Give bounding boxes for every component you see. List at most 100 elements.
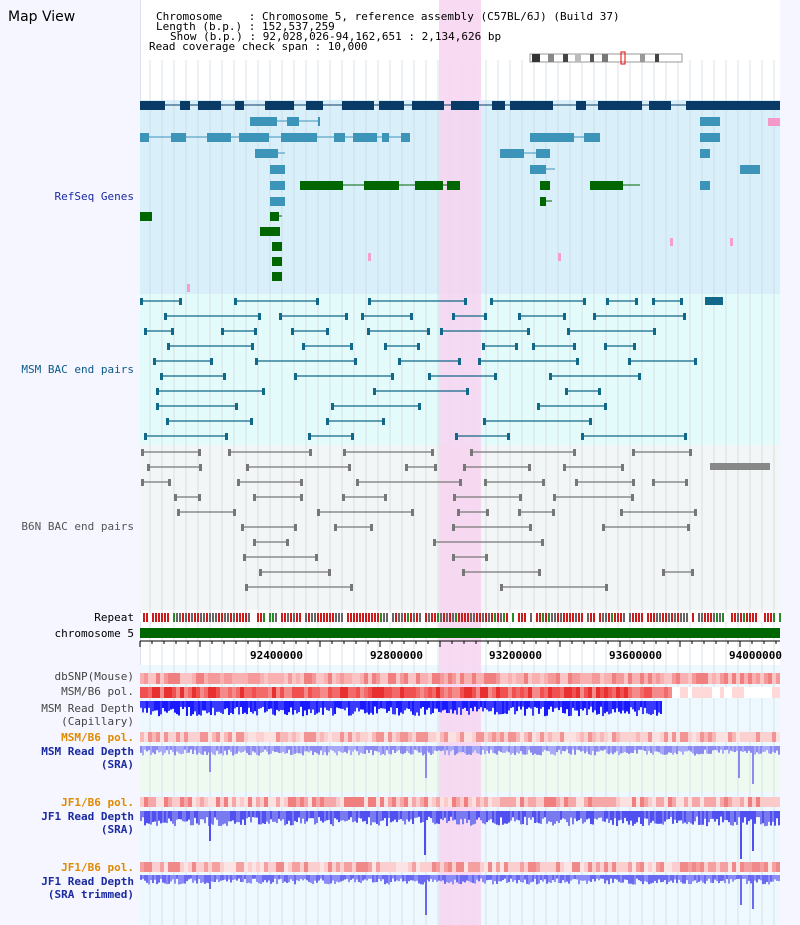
depth-bar xyxy=(478,811,480,818)
heat-cell xyxy=(288,687,292,698)
heat-cell xyxy=(288,732,292,742)
heat-cell xyxy=(636,673,640,684)
heat-cell xyxy=(276,673,280,684)
depth-bar xyxy=(570,746,572,755)
heat-cell xyxy=(748,732,752,742)
heat-cell xyxy=(640,732,644,742)
depth-bar xyxy=(636,746,638,754)
depth-bar xyxy=(328,875,330,885)
repeat-segment xyxy=(716,613,718,622)
heat-cell xyxy=(484,687,488,698)
heat-cell xyxy=(144,732,148,742)
depth-bar xyxy=(326,701,328,711)
depth-bar xyxy=(236,811,238,823)
heat-cell xyxy=(680,673,684,684)
depth-bar xyxy=(590,875,592,883)
heat-cell xyxy=(748,862,752,872)
heat-cell xyxy=(404,862,408,872)
depth-bar xyxy=(268,875,270,881)
depth-bar xyxy=(250,875,252,884)
heat-cell xyxy=(520,797,524,807)
depth-bar xyxy=(460,811,462,820)
depth-bar xyxy=(762,811,764,824)
heat-cell xyxy=(160,732,164,742)
heat-cell xyxy=(336,687,340,698)
depth-bar xyxy=(288,746,290,750)
depth-bar xyxy=(236,746,238,754)
heat-cell xyxy=(604,673,608,684)
track-label-msm-bac[interactable]: MSM BAC end pairs xyxy=(21,363,134,376)
msm-bac-end xyxy=(167,343,170,350)
depth-bar xyxy=(294,811,296,822)
heat-cell xyxy=(424,862,428,872)
heat-cell xyxy=(528,797,532,807)
depth-bar xyxy=(296,875,298,881)
depth-bar xyxy=(478,701,480,710)
msm-bac-end xyxy=(567,328,570,335)
heat-cell xyxy=(468,673,472,684)
repeat-segment xyxy=(455,613,457,622)
b6n-bac-end xyxy=(141,449,144,456)
repeat-segment xyxy=(245,613,247,622)
repeat-segment xyxy=(194,613,196,622)
repeat-segment xyxy=(605,613,607,622)
heat-cell xyxy=(356,732,360,742)
depth-bar xyxy=(740,746,742,752)
heat-cell xyxy=(488,732,492,742)
depth-bar xyxy=(632,746,634,753)
depth-bar xyxy=(372,746,374,756)
heat-cell xyxy=(596,732,600,742)
heat-cell xyxy=(512,797,516,807)
heat-cell xyxy=(376,687,380,698)
track-label-b6n-bac[interactable]: B6N BAC end pairs xyxy=(21,520,134,533)
track-label-chromosome: chromosome 5 xyxy=(54,627,134,640)
heat-cell xyxy=(328,797,332,807)
repeat-segment xyxy=(233,613,235,622)
heat-cell xyxy=(696,673,700,684)
msm-bac-end xyxy=(589,418,592,425)
heat-cell xyxy=(656,673,660,684)
repeat-segment xyxy=(158,613,160,622)
depth-bar xyxy=(746,811,748,825)
depth-bar xyxy=(462,746,464,753)
repeat-segment xyxy=(725,613,727,622)
heat-cell xyxy=(468,862,472,872)
depth-bar xyxy=(312,875,314,885)
heat-cell xyxy=(316,732,320,742)
b6n-bac-end xyxy=(411,509,414,516)
repeat-segment xyxy=(446,613,448,622)
heat-cell xyxy=(144,862,148,872)
heat-cell xyxy=(256,673,260,684)
heat-cell xyxy=(612,732,616,742)
depth-bar xyxy=(348,701,350,716)
depth-bar xyxy=(502,746,504,753)
depth-bar xyxy=(354,701,356,712)
heat-cell xyxy=(436,732,440,742)
depth-bar xyxy=(344,701,346,711)
depth-bar xyxy=(646,811,648,819)
heat-cell xyxy=(336,732,340,742)
heat-cell xyxy=(520,862,524,872)
heat-cell xyxy=(392,687,396,698)
heat-cell xyxy=(148,687,152,698)
depth-bar xyxy=(580,746,582,752)
repeat-segment xyxy=(176,613,178,622)
heat-cell xyxy=(736,687,740,698)
heat-cell xyxy=(660,797,664,807)
repeat-segment xyxy=(611,613,613,622)
track-label-refseq[interactable]: RefSeq Genes xyxy=(54,190,134,203)
heat-cell xyxy=(200,862,204,872)
depth-bar xyxy=(656,746,658,752)
depth-bar xyxy=(406,701,408,709)
depth-bar xyxy=(558,746,560,750)
heat-cell xyxy=(444,862,448,872)
heat-cell xyxy=(216,732,220,742)
heat-cell xyxy=(348,673,352,684)
heat-cell xyxy=(216,862,220,872)
msm-bac-end xyxy=(210,358,213,365)
depth-bar xyxy=(470,746,472,755)
heat-cell xyxy=(212,732,216,742)
heat-cell xyxy=(152,732,156,742)
depth-bar xyxy=(464,746,466,754)
